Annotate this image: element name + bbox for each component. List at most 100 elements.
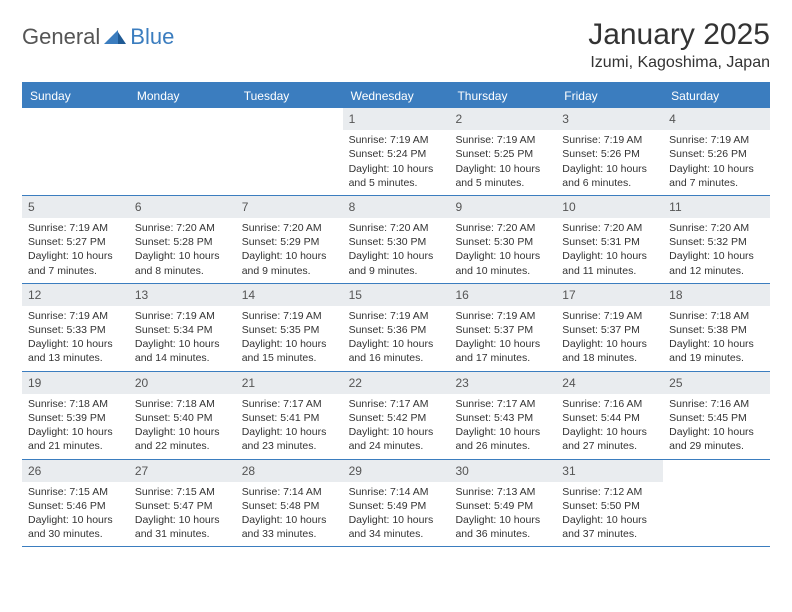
day-cell: 15Sunrise: 7:19 AMSunset: 5:36 PMDayligh… bbox=[343, 284, 450, 371]
day-cell: 26Sunrise: 7:15 AMSunset: 5:46 PMDayligh… bbox=[22, 460, 129, 547]
day-body: Sunrise: 7:18 AMSunset: 5:38 PMDaylight:… bbox=[663, 306, 770, 371]
sunset-text: Sunset: 5:34 PM bbox=[135, 323, 230, 337]
day-body: Sunrise: 7:14 AMSunset: 5:49 PMDaylight:… bbox=[343, 482, 450, 547]
daylight-text: Daylight: 10 hours and 29 minutes. bbox=[669, 425, 764, 453]
day-cell: 27Sunrise: 7:15 AMSunset: 5:47 PMDayligh… bbox=[129, 460, 236, 547]
sunset-text: Sunset: 5:30 PM bbox=[349, 235, 444, 249]
day-body: Sunrise: 7:16 AMSunset: 5:44 PMDaylight:… bbox=[556, 394, 663, 459]
day-number: 10 bbox=[556, 196, 663, 218]
daylight-text: Daylight: 10 hours and 30 minutes. bbox=[28, 513, 123, 541]
brand-mark-icon bbox=[104, 26, 126, 49]
day-number: 17 bbox=[556, 284, 663, 306]
day-cell: 14Sunrise: 7:19 AMSunset: 5:35 PMDayligh… bbox=[236, 284, 343, 371]
day-number: 8 bbox=[343, 196, 450, 218]
day-cell: 1Sunrise: 7:19 AMSunset: 5:24 PMDaylight… bbox=[343, 108, 450, 195]
sunrise-text: Sunrise: 7:19 AM bbox=[28, 309, 123, 323]
day-number: 20 bbox=[129, 372, 236, 394]
day-number: 5 bbox=[22, 196, 129, 218]
sunrise-text: Sunrise: 7:15 AM bbox=[135, 485, 230, 499]
dow-friday: Friday bbox=[556, 84, 663, 108]
day-number: 30 bbox=[449, 460, 556, 482]
sunrise-text: Sunrise: 7:18 AM bbox=[28, 397, 123, 411]
day-number: 6 bbox=[129, 196, 236, 218]
day-body: Sunrise: 7:15 AMSunset: 5:46 PMDaylight:… bbox=[22, 482, 129, 547]
daylight-text: Daylight: 10 hours and 12 minutes. bbox=[669, 249, 764, 277]
day-number: 1 bbox=[343, 108, 450, 130]
brand-part2: Blue bbox=[130, 24, 174, 50]
daylight-text: Daylight: 10 hours and 37 minutes. bbox=[562, 513, 657, 541]
sunset-text: Sunset: 5:49 PM bbox=[455, 499, 550, 513]
sunset-text: Sunset: 5:49 PM bbox=[349, 499, 444, 513]
sunrise-text: Sunrise: 7:15 AM bbox=[28, 485, 123, 499]
day-body: Sunrise: 7:19 AMSunset: 5:34 PMDaylight:… bbox=[129, 306, 236, 371]
sunrise-text: Sunrise: 7:19 AM bbox=[242, 309, 337, 323]
daylight-text: Daylight: 10 hours and 27 minutes. bbox=[562, 425, 657, 453]
daylight-text: Daylight: 10 hours and 9 minutes. bbox=[349, 249, 444, 277]
sunrise-text: Sunrise: 7:20 AM bbox=[562, 221, 657, 235]
day-cell: 3Sunrise: 7:19 AMSunset: 5:26 PMDaylight… bbox=[556, 108, 663, 195]
sunrise-text: Sunrise: 7:19 AM bbox=[455, 309, 550, 323]
weeks-container: 1Sunrise: 7:19 AMSunset: 5:24 PMDaylight… bbox=[22, 108, 770, 547]
sunset-text: Sunset: 5:46 PM bbox=[28, 499, 123, 513]
day-cell: 12Sunrise: 7:19 AMSunset: 5:33 PMDayligh… bbox=[22, 284, 129, 371]
day-number: 25 bbox=[663, 372, 770, 394]
day-number: 31 bbox=[556, 460, 663, 482]
sunrise-text: Sunrise: 7:19 AM bbox=[562, 309, 657, 323]
sunrise-text: Sunrise: 7:14 AM bbox=[242, 485, 337, 499]
sunrise-text: Sunrise: 7:19 AM bbox=[562, 133, 657, 147]
sunrise-text: Sunrise: 7:17 AM bbox=[349, 397, 444, 411]
sunset-text: Sunset: 5:33 PM bbox=[28, 323, 123, 337]
sunset-text: Sunset: 5:26 PM bbox=[562, 147, 657, 161]
sunrise-text: Sunrise: 7:19 AM bbox=[135, 309, 230, 323]
day-cell: 4Sunrise: 7:19 AMSunset: 5:26 PMDaylight… bbox=[663, 108, 770, 195]
brand-part1: General bbox=[22, 24, 100, 50]
day-cell: 20Sunrise: 7:18 AMSunset: 5:40 PMDayligh… bbox=[129, 372, 236, 459]
daylight-text: Daylight: 10 hours and 17 minutes. bbox=[455, 337, 550, 365]
day-body: Sunrise: 7:17 AMSunset: 5:43 PMDaylight:… bbox=[449, 394, 556, 459]
daylight-text: Daylight: 10 hours and 21 minutes. bbox=[28, 425, 123, 453]
day-cell bbox=[22, 108, 129, 195]
sunset-text: Sunset: 5:24 PM bbox=[349, 147, 444, 161]
dow-thursday: Thursday bbox=[449, 84, 556, 108]
daylight-text: Daylight: 10 hours and 5 minutes. bbox=[455, 162, 550, 190]
daylight-text: Daylight: 10 hours and 34 minutes. bbox=[349, 513, 444, 541]
daylight-text: Daylight: 10 hours and 14 minutes. bbox=[135, 337, 230, 365]
day-body: Sunrise: 7:17 AMSunset: 5:41 PMDaylight:… bbox=[236, 394, 343, 459]
day-body: Sunrise: 7:20 AMSunset: 5:30 PMDaylight:… bbox=[343, 218, 450, 283]
dow-sunday: Sunday bbox=[22, 84, 129, 108]
day-body: Sunrise: 7:13 AMSunset: 5:49 PMDaylight:… bbox=[449, 482, 556, 547]
daylight-text: Daylight: 10 hours and 7 minutes. bbox=[28, 249, 123, 277]
day-cell: 23Sunrise: 7:17 AMSunset: 5:43 PMDayligh… bbox=[449, 372, 556, 459]
sunset-text: Sunset: 5:29 PM bbox=[242, 235, 337, 249]
sunrise-text: Sunrise: 7:20 AM bbox=[135, 221, 230, 235]
day-cell: 30Sunrise: 7:13 AMSunset: 5:49 PMDayligh… bbox=[449, 460, 556, 547]
day-number: 4 bbox=[663, 108, 770, 130]
week-row: 1Sunrise: 7:19 AMSunset: 5:24 PMDaylight… bbox=[22, 108, 770, 196]
day-cell: 7Sunrise: 7:20 AMSunset: 5:29 PMDaylight… bbox=[236, 196, 343, 283]
sunrise-text: Sunrise: 7:20 AM bbox=[242, 221, 337, 235]
day-cell: 29Sunrise: 7:14 AMSunset: 5:49 PMDayligh… bbox=[343, 460, 450, 547]
day-number: 11 bbox=[663, 196, 770, 218]
day-cell: 18Sunrise: 7:18 AMSunset: 5:38 PMDayligh… bbox=[663, 284, 770, 371]
day-body: Sunrise: 7:15 AMSunset: 5:47 PMDaylight:… bbox=[129, 482, 236, 547]
day-cell: 11Sunrise: 7:20 AMSunset: 5:32 PMDayligh… bbox=[663, 196, 770, 283]
day-body: Sunrise: 7:17 AMSunset: 5:42 PMDaylight:… bbox=[343, 394, 450, 459]
day-number: 26 bbox=[22, 460, 129, 482]
sunset-text: Sunset: 5:26 PM bbox=[669, 147, 764, 161]
sunset-text: Sunset: 5:50 PM bbox=[562, 499, 657, 513]
day-number: 13 bbox=[129, 284, 236, 306]
sunrise-text: Sunrise: 7:19 AM bbox=[28, 221, 123, 235]
day-body: Sunrise: 7:20 AMSunset: 5:32 PMDaylight:… bbox=[663, 218, 770, 283]
day-cell: 9Sunrise: 7:20 AMSunset: 5:30 PMDaylight… bbox=[449, 196, 556, 283]
sunset-text: Sunset: 5:45 PM bbox=[669, 411, 764, 425]
day-number: 2 bbox=[449, 108, 556, 130]
dow-saturday: Saturday bbox=[663, 84, 770, 108]
sunset-text: Sunset: 5:25 PM bbox=[455, 147, 550, 161]
day-cell bbox=[129, 108, 236, 195]
daylight-text: Daylight: 10 hours and 5 minutes. bbox=[349, 162, 444, 190]
sunset-text: Sunset: 5:40 PM bbox=[135, 411, 230, 425]
week-row: 5Sunrise: 7:19 AMSunset: 5:27 PMDaylight… bbox=[22, 196, 770, 284]
daylight-text: Daylight: 10 hours and 18 minutes. bbox=[562, 337, 657, 365]
day-cell: 16Sunrise: 7:19 AMSunset: 5:37 PMDayligh… bbox=[449, 284, 556, 371]
daylight-text: Daylight: 10 hours and 13 minutes. bbox=[28, 337, 123, 365]
